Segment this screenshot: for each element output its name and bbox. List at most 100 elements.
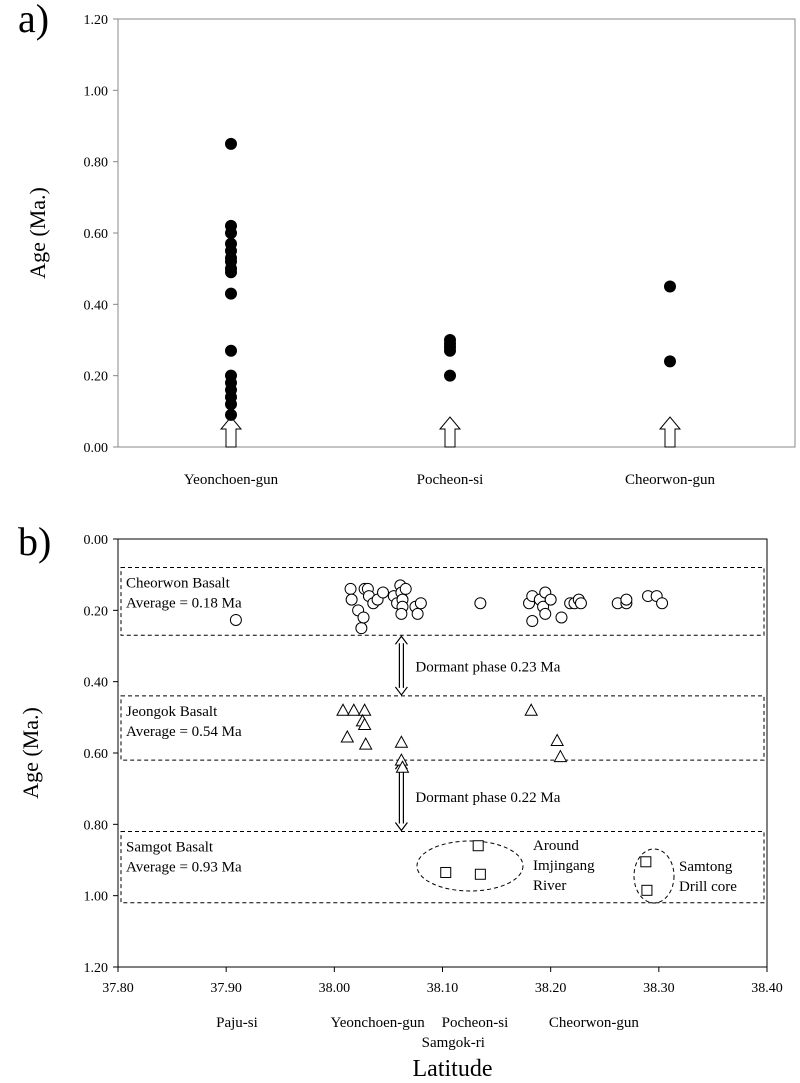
data-point-circle: [620, 593, 633, 606]
panel-label-b: b): [18, 519, 51, 564]
y-tick-label-b: 0.80: [84, 818, 109, 833]
data-point-triangle: [336, 703, 350, 716]
y-tick-label-b: 0.60: [84, 747, 109, 762]
y-tick-label-a: 1.20: [84, 13, 109, 28]
place-label: Paju-si: [216, 1015, 258, 1031]
data-point-circle: [395, 607, 408, 620]
x-tick-label-b: 38.30: [643, 981, 675, 996]
data-point-triangle: [394, 735, 409, 748]
group-title: Samgot Basalt: [126, 839, 214, 855]
data-point-circle: [229, 613, 242, 626]
y-axis-label-b: Age (Ma.): [18, 707, 43, 799]
group-average: Average = 0.18 Ma: [126, 596, 242, 612]
data-point-circle: [377, 586, 390, 599]
y-axis-label-a: Age (Ma.): [25, 187, 50, 279]
x-tick-label-b: 38.10: [427, 981, 459, 996]
data-point-triangle: [550, 733, 564, 747]
double-arrow-icon: [394, 760, 408, 832]
y-tick-label-b: 1.20: [84, 961, 109, 976]
data-point-circle: [355, 622, 368, 635]
data-point-circle: [345, 593, 358, 606]
y-tick-label-b: 1.00: [84, 890, 109, 905]
data-point-triangle: [340, 729, 355, 743]
category-label: Cheorwon-gun: [625, 472, 715, 488]
data-point-circle: [526, 615, 539, 628]
x-axis-label-b: Latitude: [413, 1056, 493, 1082]
data-point-triangle: [395, 760, 410, 773]
annotation-text: Samtong: [679, 859, 733, 875]
data-point-triangle: [357, 717, 372, 730]
data-point-circle: [555, 611, 568, 624]
data-point-pocheon-si: [444, 369, 456, 382]
data-point-pocheon-si: [444, 344, 456, 357]
data-point-triangle: [358, 737, 373, 750]
y-tick-label-a: 0.20: [84, 370, 109, 385]
location-arrow-icon: [219, 416, 243, 448]
data-point-square: [641, 884, 653, 896]
plot-area-a: [117, 18, 796, 448]
y-tick-label-a: 0.40: [84, 298, 109, 313]
data-point-square: [640, 856, 652, 868]
data-point-circle: [474, 597, 487, 610]
data-point-triangle: [357, 703, 372, 716]
group-average: Average = 0.54 Ma: [126, 724, 242, 740]
place-label: Cheorwon-gun: [549, 1015, 639, 1031]
data-point-cheorwon-gun: [664, 280, 676, 293]
annotation-text: Around: [533, 838, 579, 854]
data-point-circle: [539, 607, 552, 620]
double-arrow-icon: [394, 635, 408, 696]
data-point-circle: [656, 597, 669, 610]
annotation-text: Drill core: [679, 879, 737, 895]
data-point-circle: [357, 611, 370, 624]
y-tick-label-b: 0.40: [84, 676, 109, 691]
panel-label-a: a): [18, 0, 49, 41]
data-point-circle: [344, 582, 357, 595]
place-label: Samgok-ri: [422, 1035, 485, 1051]
data-point-yeonchoen-gun: [225, 344, 237, 357]
y-tick-label-a: 0.00: [84, 441, 109, 456]
data-point-square: [440, 866, 452, 878]
cluster-ellipse-samtong: [633, 848, 675, 904]
group-average: Average = 0.93 Ma: [126, 859, 242, 875]
data-point-circle: [399, 582, 412, 595]
cluster-ellipse-imjingang: [416, 840, 524, 892]
data-point-circle: [411, 607, 424, 620]
data-point-cheorwon-gun: [664, 355, 676, 368]
data-point-yeonchoen-gun: [225, 137, 237, 150]
data-point-triangle: [553, 749, 568, 763]
data-point-yeonchoen-gun: [225, 227, 237, 239]
location-arrow-icon: [438, 416, 462, 448]
data-point-yeonchoen-gun: [225, 266, 237, 279]
x-tick-label-b: 37.90: [210, 981, 242, 996]
group-box-1: [120, 695, 765, 761]
data-point-triangle: [524, 703, 539, 716]
data-point-square: [472, 840, 484, 852]
y-tick-label-b: 0.00: [84, 533, 109, 548]
y-tick-label-b: 0.20: [84, 604, 109, 619]
data-point-circle: [414, 597, 427, 610]
dormant-label: Dormant phase 0.22 Ma: [415, 790, 560, 806]
category-label: Yeonchoen-gun: [184, 472, 279, 488]
x-tick-label-b: 38.00: [319, 981, 351, 996]
data-point-yeonchoen-gun: [225, 398, 237, 411]
data-point-circle: [544, 593, 557, 606]
group-title: Jeongok Basalt: [126, 704, 218, 720]
annotation-text: Imjingang: [533, 858, 595, 874]
data-point-yeonchoen-gun: [225, 287, 237, 300]
location-arrow-icon: [658, 416, 682, 448]
group-box-0: [120, 567, 765, 636]
place-label: Pocheon-si: [442, 1015, 509, 1031]
x-tick-label-b: 37.80: [102, 981, 134, 996]
x-tick-label-b: 38.40: [751, 981, 783, 996]
dormant-label: Dormant phase 0.23 Ma: [415, 660, 560, 676]
y-tick-label-a: 1.00: [84, 84, 109, 99]
y-tick-label-a: 0.60: [84, 227, 109, 242]
x-tick-label-b: 38.20: [535, 981, 567, 996]
place-label: Yeonchoen-gun: [330, 1015, 425, 1031]
data-point-yeonchoen-gun: [225, 408, 237, 421]
y-tick-label-a: 0.80: [84, 156, 109, 171]
data-point-square: [474, 868, 486, 880]
group-title: Cheorwon Basalt: [126, 576, 231, 592]
category-label: Pocheon-si: [417, 472, 484, 488]
